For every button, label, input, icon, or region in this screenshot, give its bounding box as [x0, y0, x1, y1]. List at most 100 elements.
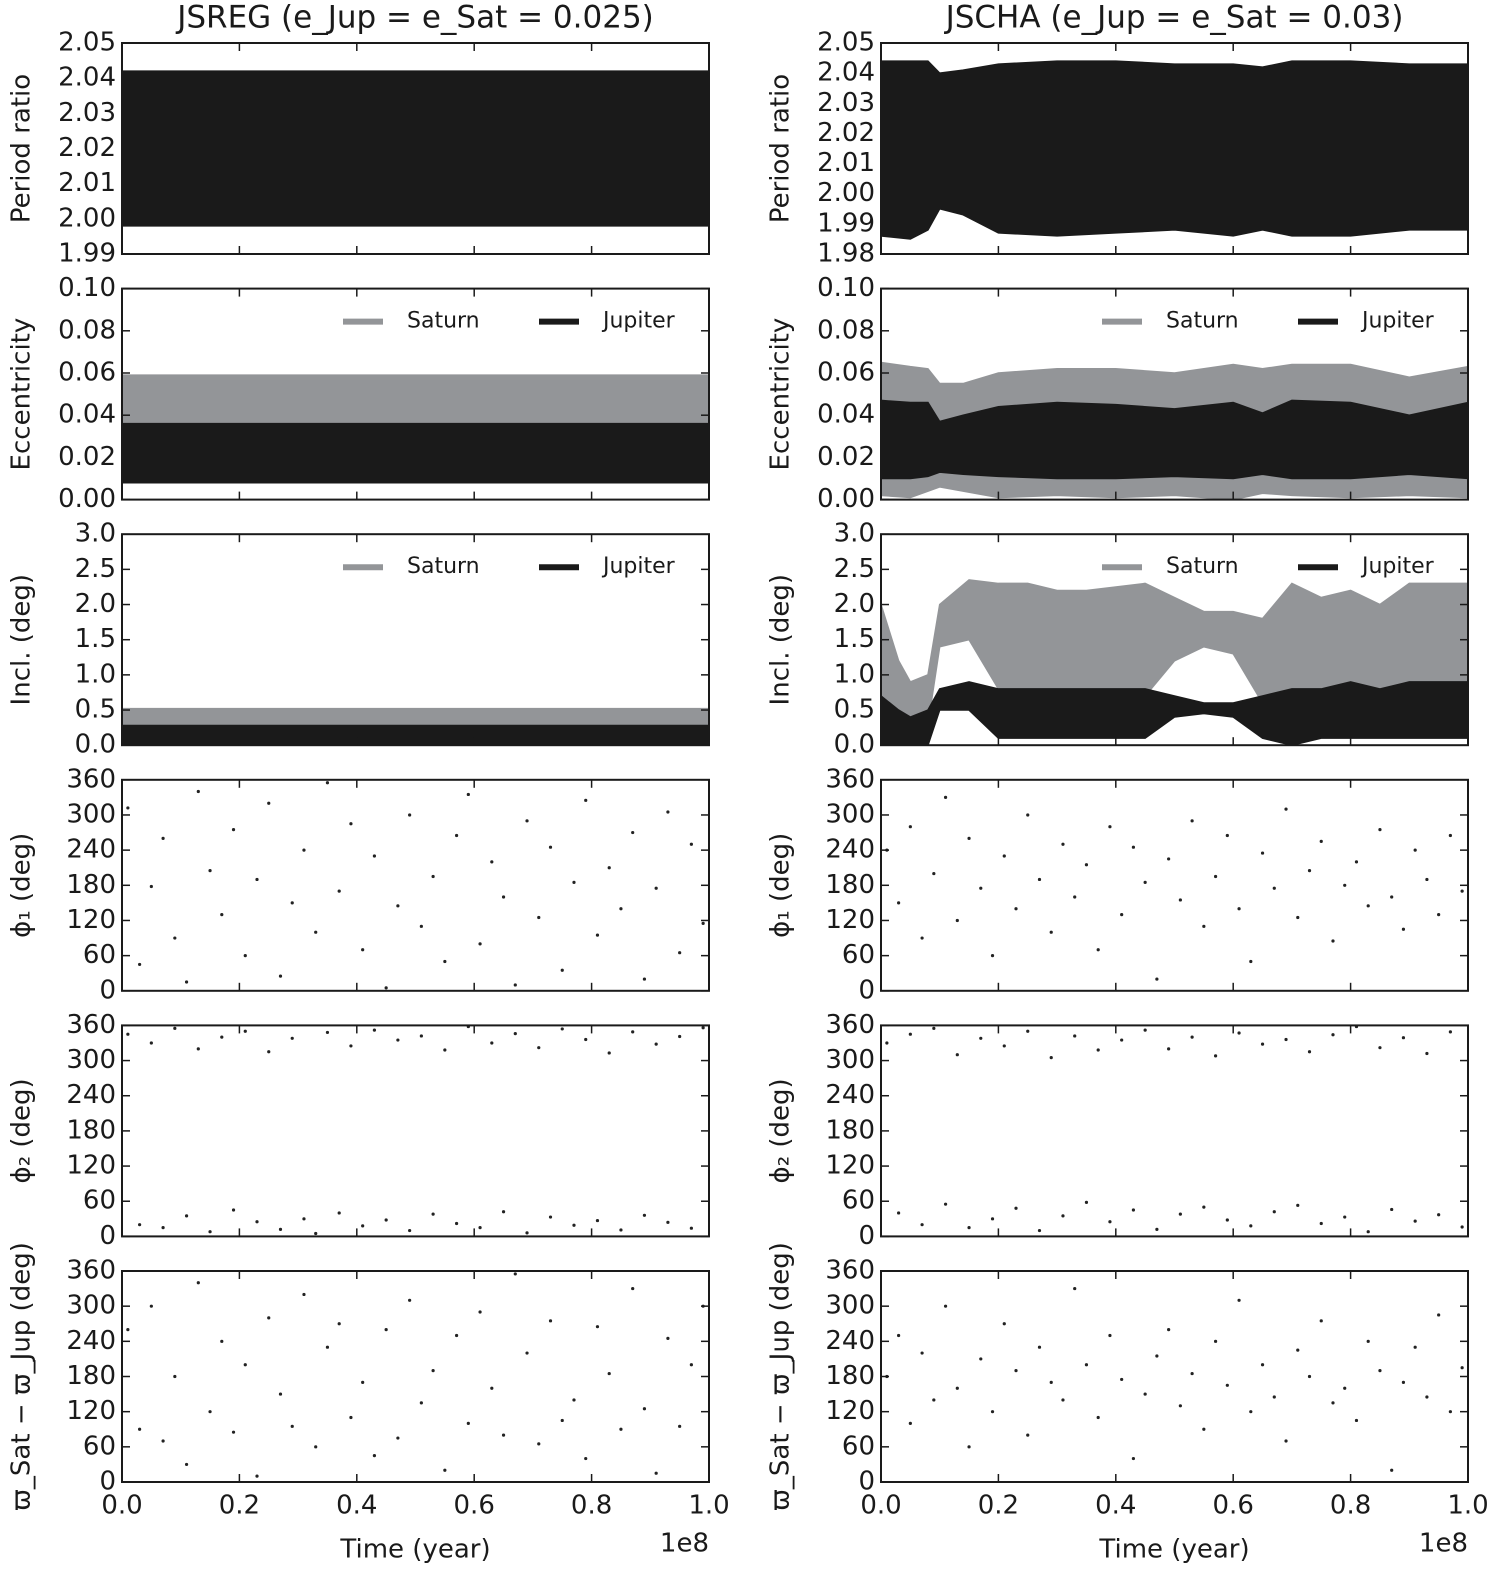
point — [990, 954, 995, 958]
point — [1037, 1228, 1042, 1233]
point — [979, 1036, 983, 1040]
point — [1202, 924, 1206, 928]
y-tick-label: 0.00 — [58, 484, 116, 514]
point — [478, 942, 482, 946]
y-axis-label: ϖ_Sat − ϖ_Jup (deg) — [7, 1242, 37, 1511]
point — [314, 1445, 318, 1449]
point — [173, 1374, 177, 1379]
point — [161, 1439, 165, 1443]
point — [220, 1035, 224, 1039]
point — [595, 1218, 600, 1223]
point — [1460, 1366, 1464, 1370]
point — [267, 801, 271, 805]
point — [1460, 889, 1464, 893]
point — [220, 913, 224, 917]
y-tick-label: 0.10 — [58, 273, 116, 303]
y-tick-label: 60 — [842, 1186, 875, 1216]
y-tick-label: 1.5 — [834, 624, 875, 654]
band-area — [880, 60, 1469, 240]
point — [1084, 1200, 1089, 1205]
x-tick-label: 0.4 — [336, 1491, 377, 1521]
axes-frame — [880, 778, 1469, 992]
point — [642, 1407, 647, 1411]
y-tick-label: 0.0 — [834, 730, 875, 760]
point — [1307, 1374, 1312, 1379]
x-tick-label: 0.0 — [101, 1491, 142, 1521]
x-tick-label: 0.0 — [860, 1491, 901, 1521]
point — [184, 980, 189, 984]
point — [1131, 845, 1136, 849]
point — [208, 1230, 212, 1234]
point — [1096, 1415, 1100, 1420]
point — [1437, 1213, 1441, 1217]
point — [525, 1351, 529, 1355]
point — [431, 1212, 435, 1216]
y-tick-label: 240 — [66, 1326, 116, 1356]
point — [1202, 1427, 1206, 1431]
y-axis-label: Eccentricity — [7, 318, 37, 471]
point — [1343, 1215, 1347, 1219]
point — [537, 915, 541, 920]
point — [337, 889, 341, 893]
point — [666, 1336, 670, 1341]
y-tick-label: 60 — [842, 1431, 875, 1461]
y-tick-label: 2.03 — [58, 98, 116, 128]
point — [525, 819, 529, 823]
point — [243, 954, 247, 958]
point — [1131, 1456, 1136, 1461]
point — [220, 1339, 224, 1343]
legend-label: Jupiter — [1360, 554, 1435, 579]
point — [443, 959, 447, 964]
point — [126, 1328, 130, 1332]
point — [584, 1456, 588, 1461]
point — [689, 842, 693, 846]
point — [595, 1325, 600, 1329]
y-tick-label: 2.01 — [817, 148, 875, 178]
point — [1237, 907, 1241, 911]
point — [1178, 898, 1182, 902]
point — [1319, 1319, 1323, 1323]
point — [138, 1427, 142, 1431]
point — [1049, 1056, 1053, 1060]
y-tick-label: 240 — [825, 835, 875, 865]
point — [631, 830, 635, 835]
point — [1178, 1212, 1182, 1216]
point — [490, 860, 494, 864]
x-offset-label: 1e8 — [660, 1529, 709, 1559]
y-tick-label: 1.98 — [817, 239, 875, 269]
y-tick-label: 0 — [99, 1221, 116, 1251]
y-axis-label: ϖ_Sat − ϖ_Jup (deg) — [766, 1242, 796, 1511]
point — [631, 1286, 635, 1291]
y-tick-label: 300 — [66, 799, 116, 829]
point — [231, 828, 236, 832]
x-tick-label: 1.0 — [688, 1491, 729, 1521]
point — [932, 1026, 936, 1030]
y-tick-label: 360 — [825, 764, 875, 794]
point — [478, 1310, 482, 1314]
y-axis-label: ϕ₂ (deg) — [766, 1078, 796, 1183]
point — [908, 1032, 912, 1036]
point — [1143, 880, 1147, 884]
legend-label: Jupiter — [1360, 309, 1435, 334]
point — [1167, 1328, 1171, 1332]
point — [1425, 1395, 1429, 1399]
y-tick-label: 2.00 — [58, 203, 116, 233]
point — [372, 1028, 377, 1032]
band-area — [880, 681, 1469, 746]
point — [1167, 857, 1171, 861]
point — [396, 904, 400, 908]
axes-frame — [880, 1024, 1469, 1238]
point — [1354, 860, 1359, 864]
point — [1437, 1313, 1441, 1317]
point — [1378, 828, 1382, 832]
point — [689, 1226, 693, 1230]
legend-label: Saturn — [1166, 554, 1239, 579]
x-tick-label: 0.8 — [571, 1491, 612, 1521]
y-tick-label: 60 — [842, 940, 875, 970]
point — [584, 798, 588, 802]
point — [932, 1398, 936, 1402]
point — [466, 792, 470, 797]
x-tick-label: 1.0 — [1447, 1491, 1488, 1521]
point — [619, 907, 623, 911]
point — [231, 1208, 236, 1212]
